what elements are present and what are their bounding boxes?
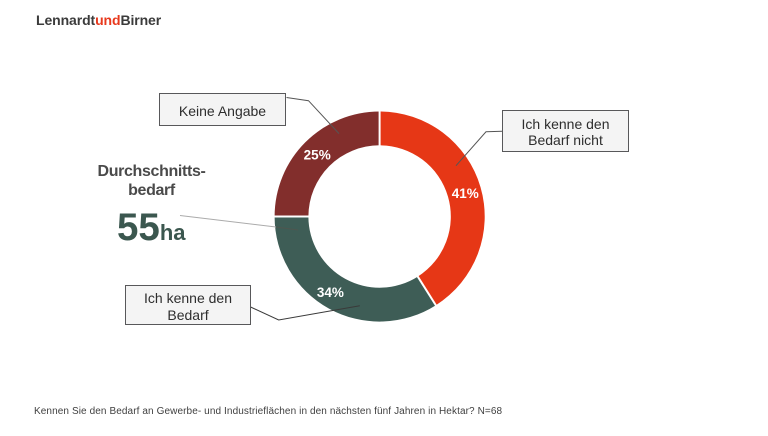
svg-text:41%: 41%	[452, 186, 479, 201]
svg-text:34%: 34%	[317, 285, 344, 300]
svg-text:25%: 25%	[304, 148, 331, 163]
